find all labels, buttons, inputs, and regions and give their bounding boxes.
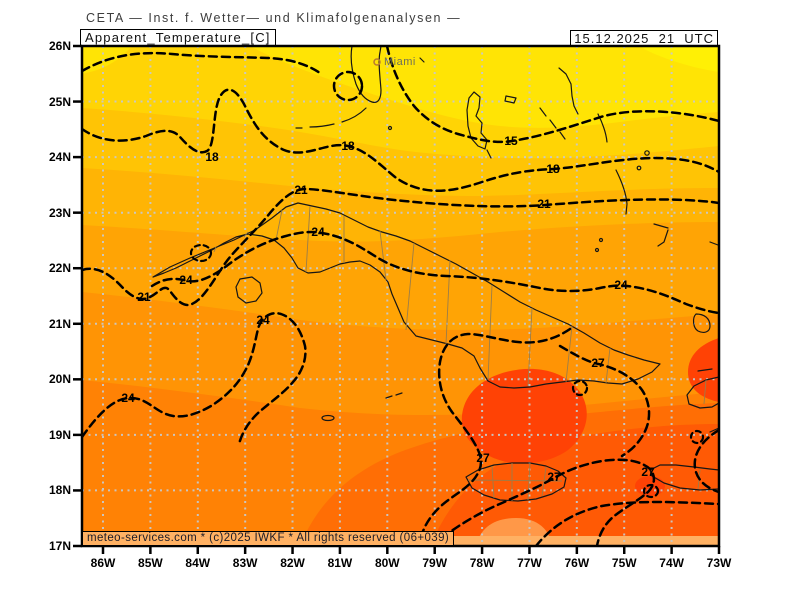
- product-title: Apparent_Temperature_[C]: [80, 29, 276, 47]
- header-brand: CETA — Inst. f. Wetter— und Klimafolgena…: [86, 11, 462, 25]
- contour-lines: [82, 46, 719, 546]
- credit-line: meteo-services.com * (c)2025 IWKF * All …: [82, 531, 454, 546]
- axis-ticks: [73, 44, 721, 554]
- miami-city-marker: [373, 58, 381, 66]
- temperature-field: [82, 46, 719, 546]
- map-frame: [80, 44, 721, 548]
- valid-datetime: 15.12.2025 21 UTC: [570, 30, 718, 48]
- coastlines: [152, 46, 719, 502]
- admin-boundaries: [213, 205, 707, 501]
